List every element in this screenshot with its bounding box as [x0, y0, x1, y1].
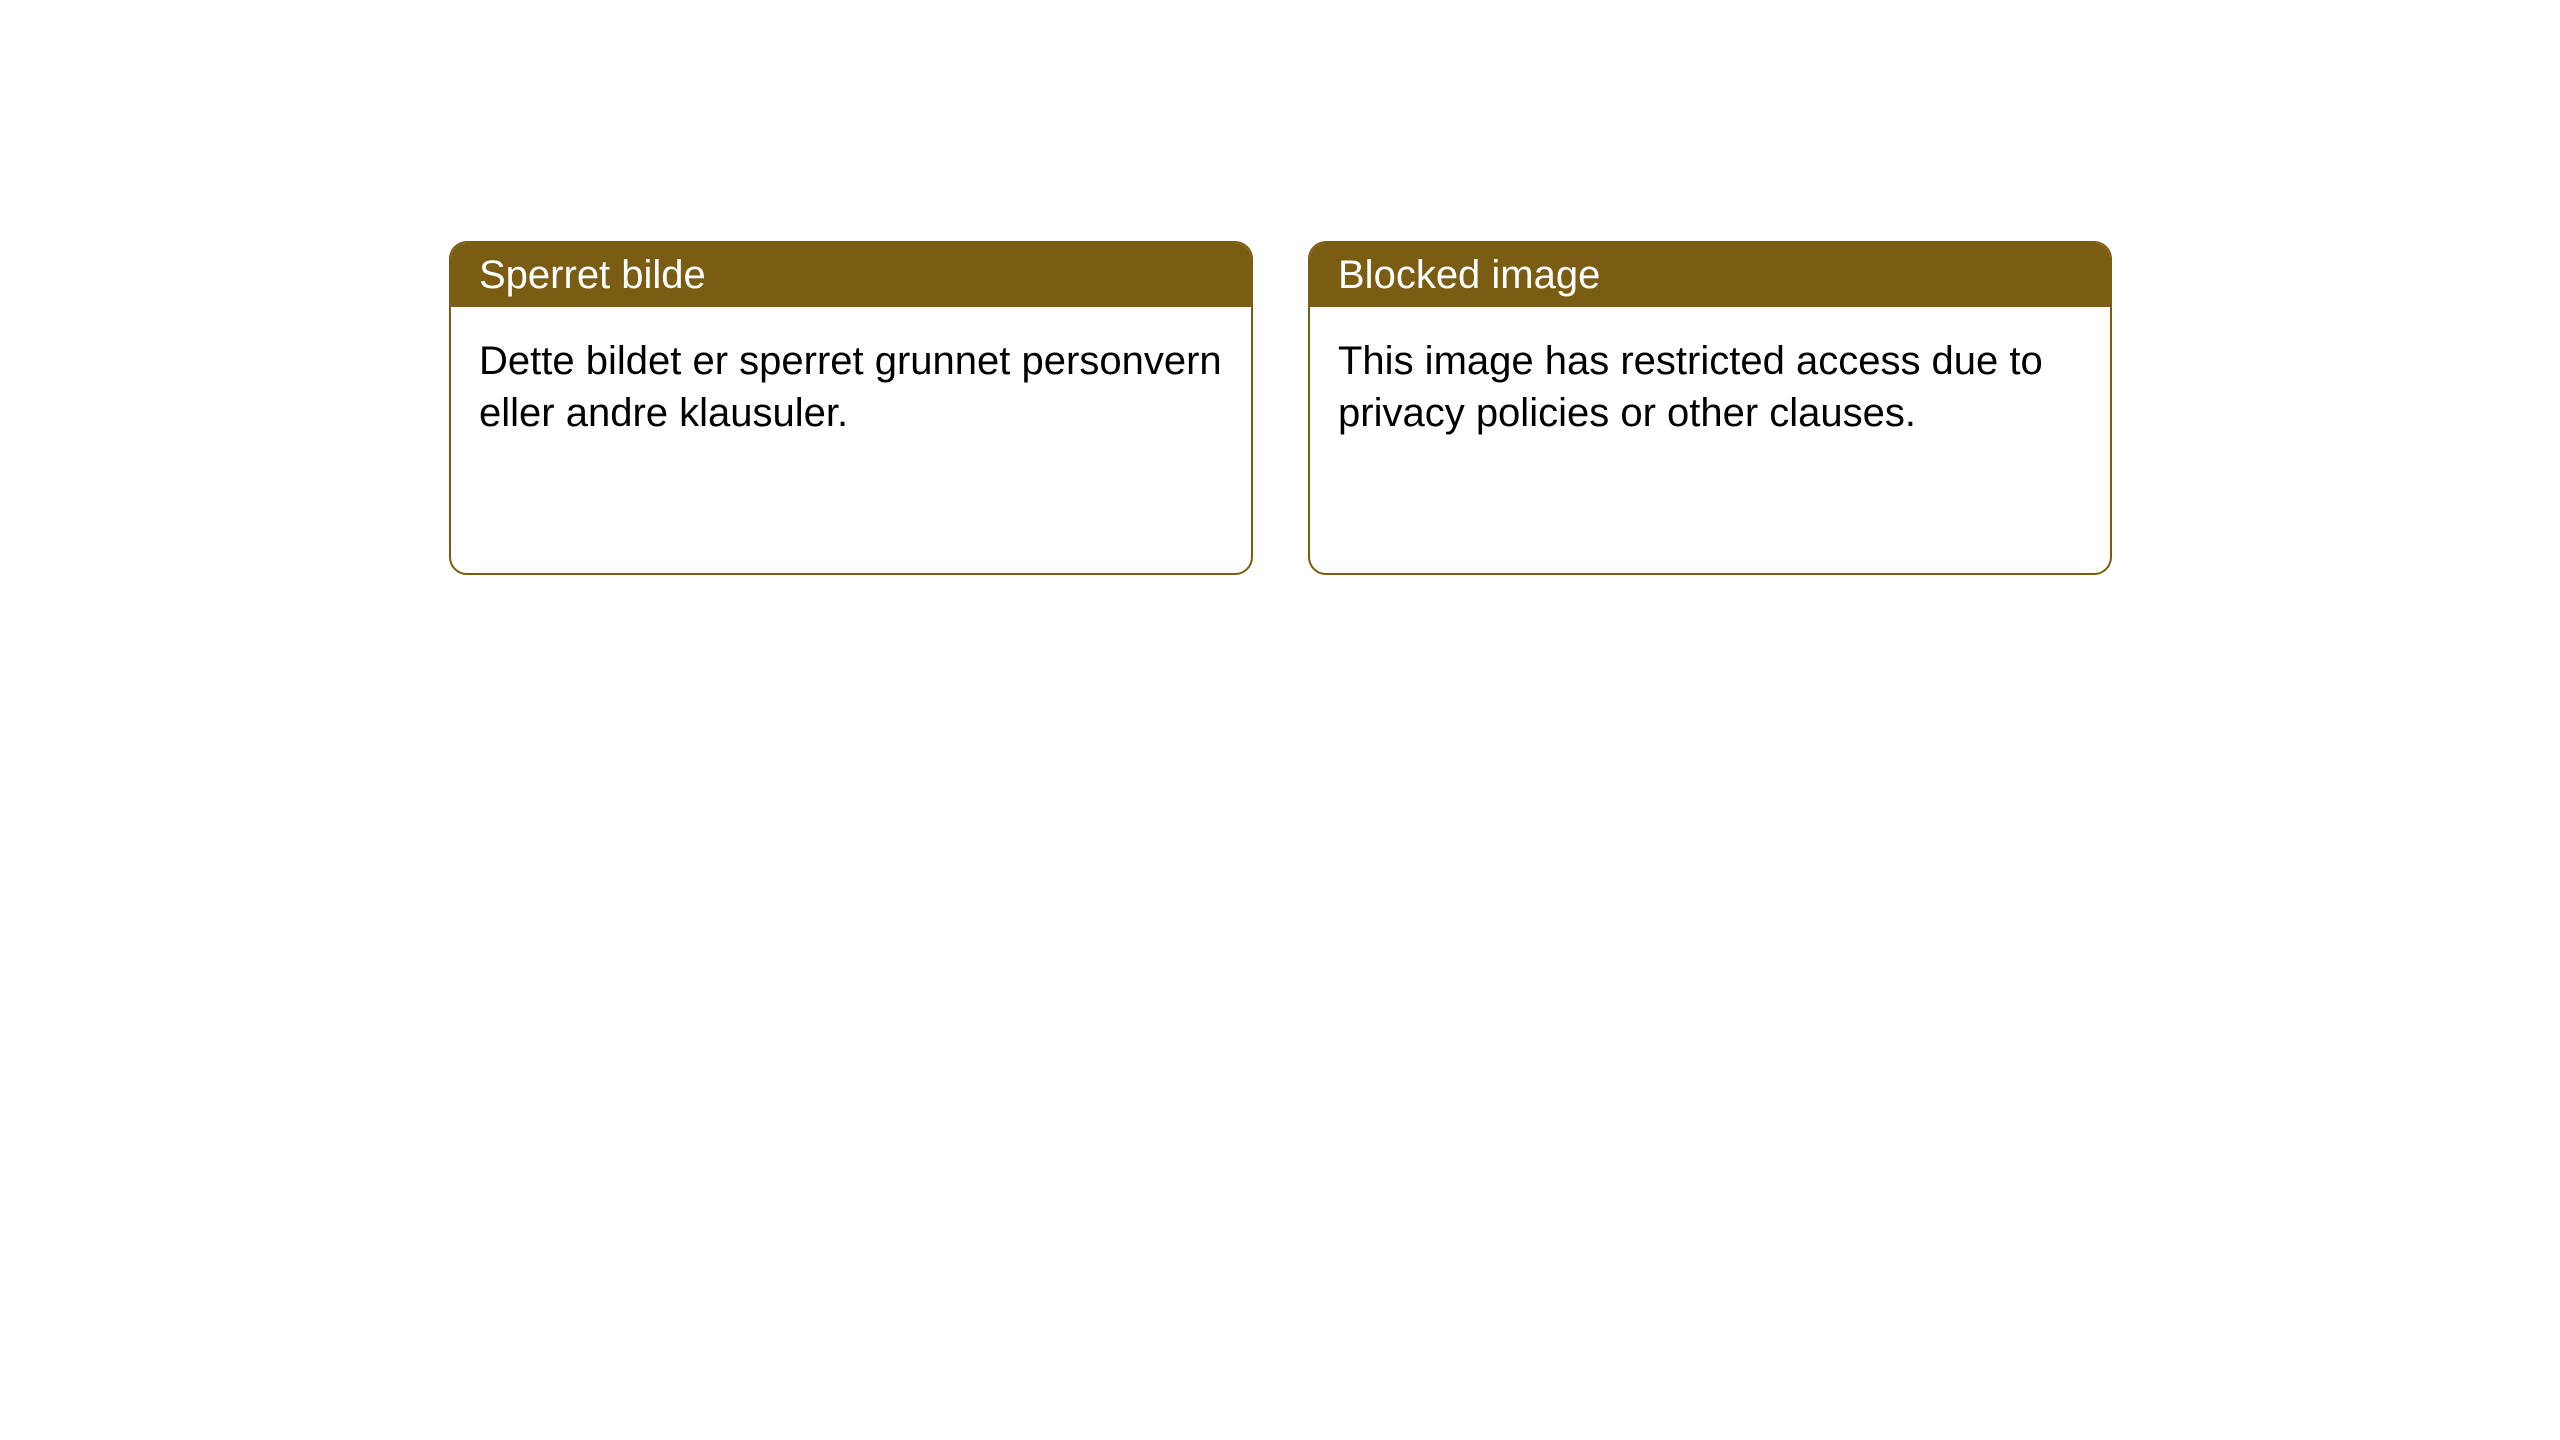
notice-card-no: Sperret bilde Dette bildet er sperret gr…	[449, 241, 1253, 575]
notice-container: Sperret bilde Dette bildet er sperret gr…	[0, 0, 2560, 575]
notice-card-en: Blocked image This image has restricted …	[1308, 241, 2112, 575]
notice-body: This image has restricted access due to …	[1310, 307, 2110, 467]
notice-header: Sperret bilde	[451, 243, 1251, 307]
notice-body: Dette bildet er sperret grunnet personve…	[451, 307, 1251, 467]
notice-header: Blocked image	[1310, 243, 2110, 307]
